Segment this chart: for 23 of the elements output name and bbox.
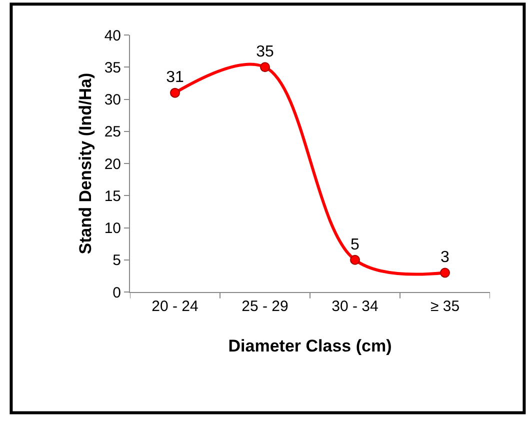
y-tick-label: 20 — [104, 156, 121, 173]
x-tick-label: 20 - 24 — [152, 298, 198, 315]
y-tick-label: 5 — [112, 252, 121, 270]
x-tick-label: ≥ 35 — [430, 298, 460, 315]
x-tick-label: 30 - 34 — [332, 298, 378, 315]
data-label: 31 — [166, 69, 184, 86]
data-label: 3 — [440, 249, 450, 266]
y-tick-label: 25 — [104, 124, 121, 141]
x-axis-title: Diameter Class (cm) — [228, 336, 392, 356]
y-tick-label: 35 — [104, 59, 121, 76]
y-tick-label: 0 — [112, 284, 121, 302]
y-tick-label: 10 — [104, 220, 121, 237]
point — [350, 254, 360, 265]
y-axis-title: Stand Density (Ind/Ha) — [76, 72, 95, 254]
data-label: 35 — [256, 44, 274, 61]
y-tick-label: 30 — [104, 92, 121, 108]
point — [170, 88, 180, 98]
y-tick-label: 15 — [104, 188, 121, 205]
point — [440, 268, 450, 278]
x-tick-label: 25 - 29 — [242, 298, 288, 315]
data-label: 5 — [350, 236, 360, 254]
y-tick-label: 40 — [104, 27, 121, 44]
point — [260, 62, 270, 72]
